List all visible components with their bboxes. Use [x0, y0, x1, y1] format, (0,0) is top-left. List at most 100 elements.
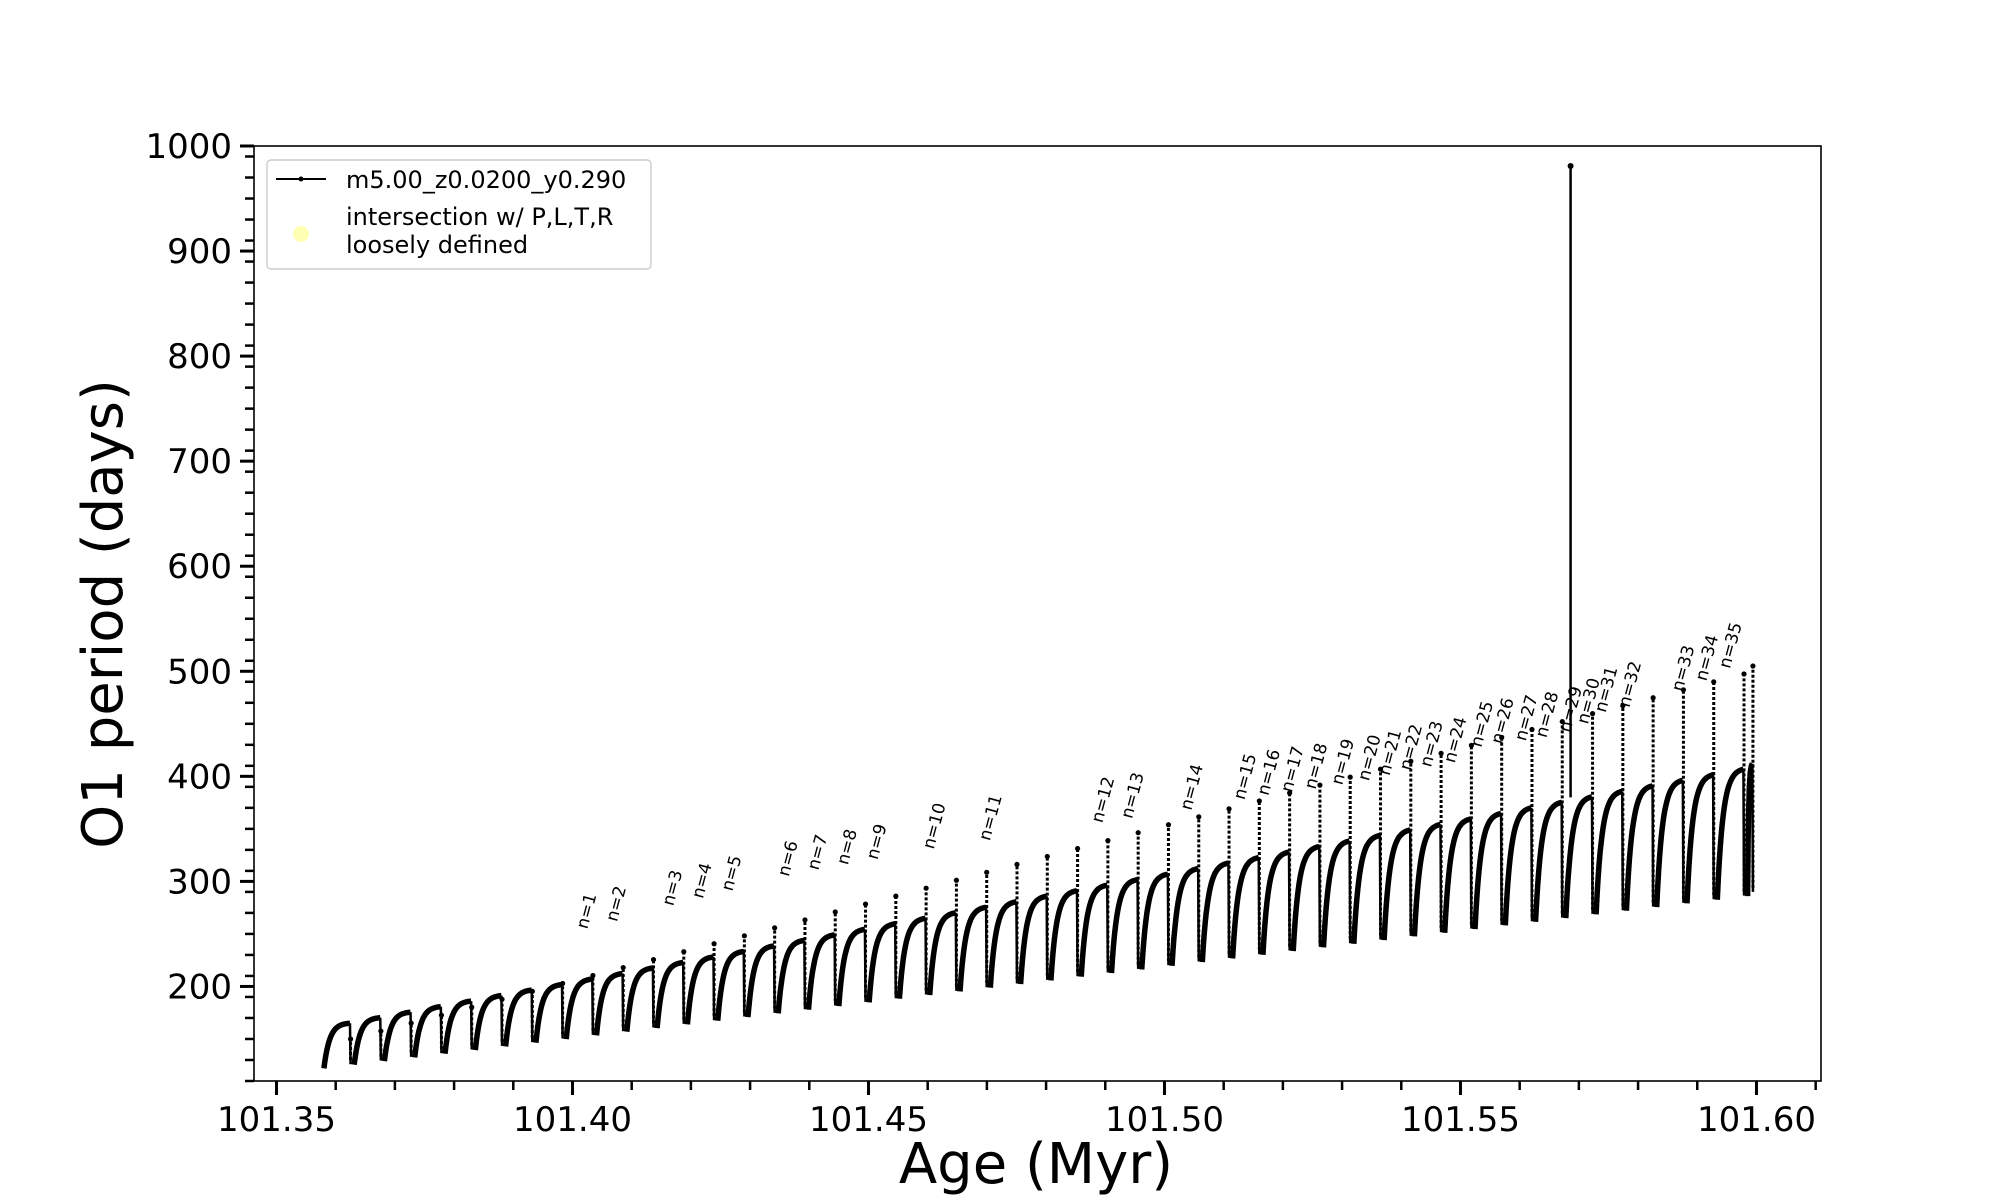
series-spike-point — [1044, 853, 1050, 860]
legend-entry-intersection-line-2: loosely defined — [346, 231, 528, 259]
series-pulse-curve — [1532, 799, 1564, 922]
series-drop — [439, 1006, 443, 1054]
series-outlier-point — [1567, 162, 1574, 169]
series-pulse-curve — [1138, 871, 1170, 970]
x-tick-label: 101.40 — [513, 1100, 632, 1140]
series-drop — [560, 984, 564, 1039]
series-spike-point — [862, 901, 869, 907]
series-pulse-curve — [957, 904, 988, 992]
series-spike-point — [1014, 861, 1020, 868]
series-spike-point — [1650, 695, 1656, 701]
series-pulse-curve — [624, 965, 655, 1032]
series-drop — [379, 1017, 383, 1061]
series-spike-point — [772, 925, 778, 931]
y-tick-label: 200 — [167, 967, 232, 1007]
series-spike-point — [1589, 711, 1596, 717]
series-pulse-curve — [684, 954, 716, 1025]
y-tick-label: 700 — [167, 442, 232, 482]
series-spike-point — [1559, 718, 1565, 725]
series-spike-point — [1256, 798, 1262, 804]
series-spike-point — [984, 869, 990, 875]
series-pulse-curve — [1017, 893, 1049, 985]
series-pulse-curve — [1108, 877, 1140, 974]
series-spike-point — [923, 885, 929, 891]
series-spike-point — [1226, 806, 1232, 812]
series-drop — [1499, 813, 1503, 925]
series-spike-point — [832, 909, 838, 915]
series-spike-point — [1105, 838, 1111, 844]
legend: m5.00_z0.0200_y0.290 intersection w/ P,L… — [266, 159, 652, 270]
series-pulse-curve — [1684, 772, 1715, 904]
y-tick-label: 800 — [167, 337, 232, 377]
series-pulse-curve — [1653, 777, 1685, 908]
series-pulse-curve — [381, 1009, 413, 1062]
series-pulse-curve — [1563, 794, 1594, 919]
series-pulse-curve — [533, 981, 564, 1043]
series-drop — [1075, 890, 1079, 977]
series-drop — [1257, 857, 1261, 955]
series-drop — [1378, 835, 1382, 940]
x-tick-label: 101.50 — [1105, 1100, 1224, 1140]
series-spike-point — [620, 964, 626, 971]
series-drop — [772, 945, 776, 1013]
series-pulse-curve — [411, 1003, 443, 1058]
tick-layer: 101.35 101.40 101.45 101.50 101.55 101.60 200 3… — [145, 127, 1817, 1140]
series-spike-point — [1468, 742, 1474, 748]
series-drop — [1015, 901, 1019, 984]
legend-entry-series: m5.00_z0.0200_y0.290 — [346, 166, 626, 194]
series-pulse-curve — [987, 899, 1019, 988]
series-drop — [1439, 824, 1443, 933]
series-spike-point — [1074, 845, 1081, 852]
series-drop — [712, 956, 716, 1021]
series-pulse-curve — [805, 932, 837, 1010]
series-spike-point — [1711, 679, 1717, 685]
series-drop — [591, 979, 595, 1035]
series-spike-point — [1165, 822, 1172, 828]
y-tick-label: 300 — [167, 862, 232, 902]
x-tick-label: 101.35 — [217, 1100, 336, 1140]
series-drop — [1196, 868, 1201, 962]
series-drop — [1166, 874, 1170, 966]
series-pulse-curve — [593, 970, 625, 1036]
legend-intersection-marker — [293, 226, 309, 242]
series-drop — [893, 923, 898, 999]
series-drop — [803, 940, 807, 1010]
series-spike-point — [1750, 663, 1756, 669]
series-drop — [1651, 785, 1655, 907]
series-drop — [651, 967, 655, 1028]
series-spike-point — [953, 877, 960, 883]
series-spike-point — [650, 957, 657, 963]
x-tick-label: 101.60 — [1697, 1100, 1816, 1140]
legend-entry-intersection-line-1: intersection w/ P,L,T,R — [346, 203, 613, 231]
series-drop — [1751, 763, 1755, 892]
series-pulse-curve — [1441, 816, 1473, 933]
series-drop — [1045, 896, 1049, 980]
series-pulse-curve — [563, 976, 595, 1040]
series-pulse-curve — [836, 926, 867, 1007]
legend-dot-marker — [298, 176, 304, 182]
series-pulse-curve — [1472, 810, 1503, 930]
x-tick-label: 101.55 — [1401, 1100, 1520, 1140]
y-tick-label: 400 — [167, 757, 232, 797]
legend-box — [266, 159, 652, 270]
series-drop — [1348, 841, 1352, 944]
series-spike-point — [1347, 774, 1353, 780]
series-pulse-curve — [1260, 849, 1291, 955]
series-drop — [924, 918, 928, 995]
series-pulse-curve — [1411, 821, 1443, 937]
series-spike-point — [1408, 758, 1414, 764]
series-pulse-curve — [1381, 827, 1412, 941]
series-pulse-curve — [1714, 766, 1746, 900]
series-drop — [1590, 796, 1594, 914]
series-spike-point — [741, 933, 747, 939]
series-drop — [1560, 802, 1564, 918]
series-drop — [1711, 774, 1715, 900]
series-drop — [742, 951, 746, 1017]
series-layer — [321, 162, 1756, 1069]
series-spike-point — [1135, 830, 1141, 836]
series-pulse-curve — [502, 987, 534, 1047]
series-spike-point — [1438, 750, 1444, 756]
series-pulse-curve — [1199, 860, 1231, 963]
series-spike-point — [1741, 671, 1747, 677]
